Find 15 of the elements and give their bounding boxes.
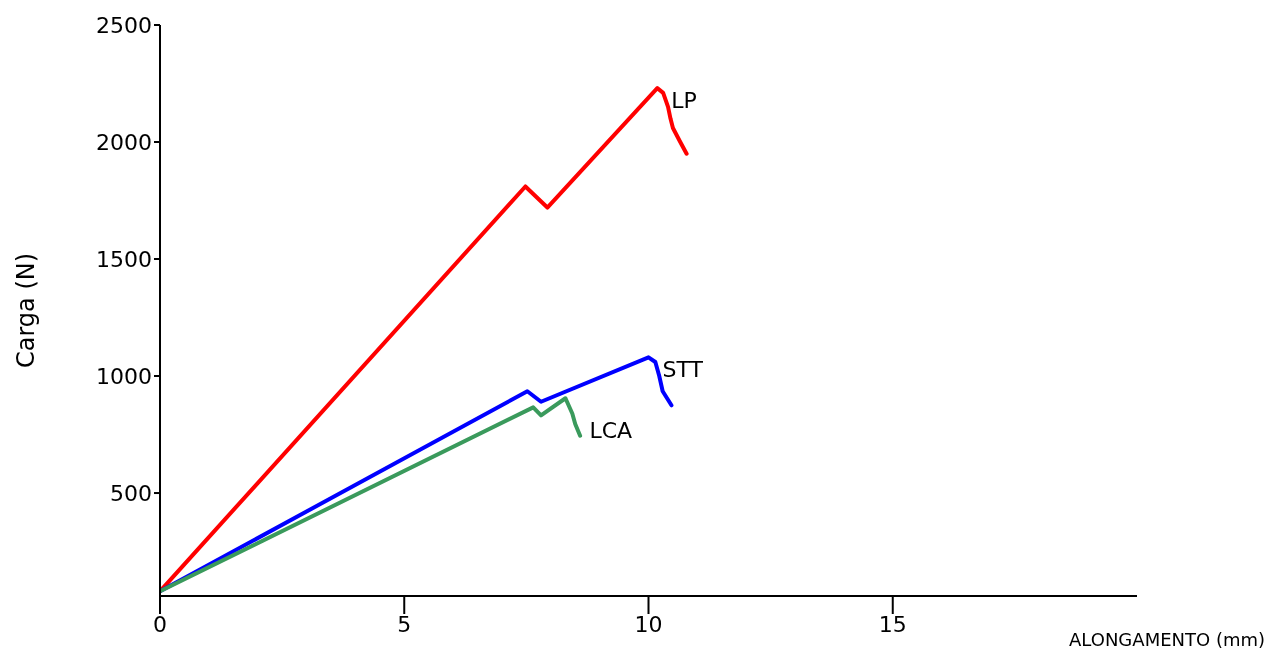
series-label: LCA	[589, 418, 633, 444]
series-label: STT	[662, 357, 704, 383]
y-tick-label: 2500	[96, 12, 152, 38]
y-tick-label: 2000	[96, 129, 152, 155]
series-label: LP	[671, 88, 697, 114]
y-axis-title: Carga (N)	[12, 252, 40, 369]
x-tick-label: 10	[634, 611, 663, 637]
x-tick-label: 5	[397, 611, 412, 637]
x-tick-label: 0	[153, 611, 167, 637]
y-tick-label: 1500	[96, 246, 152, 272]
y-tick-label: 500	[110, 480, 152, 506]
y-tick-label: 1000	[96, 363, 152, 389]
line-series	[160, 396, 583, 594]
x-tick-label: 15	[878, 611, 907, 637]
x-axis-title: ALONGAMENTO (mm)	[1069, 629, 1265, 650]
